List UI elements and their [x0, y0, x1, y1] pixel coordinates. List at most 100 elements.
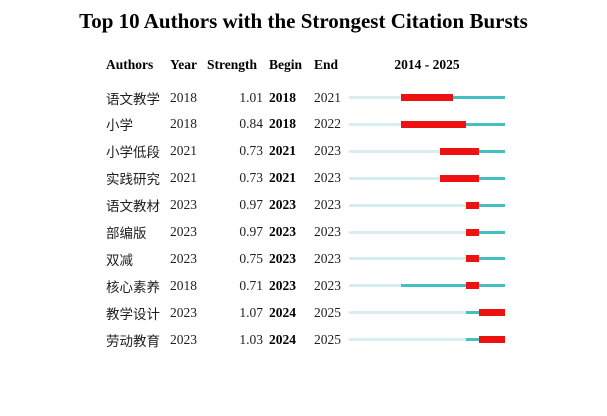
pre-period-segment [349, 96, 401, 99]
burst-strength: 0.97 [239, 197, 263, 213]
pre-period-segment [349, 230, 466, 234]
burst-period-segment [440, 147, 479, 155]
burst-period-segment [466, 282, 479, 290]
pre-period-segment [349, 176, 440, 180]
burst-begin-year: 2021 [269, 170, 296, 186]
column-header-authors: Authors [106, 57, 154, 72]
burst-period-segment [440, 174, 479, 182]
timeline-bar [349, 201, 505, 210]
burst-end-year: 2023 [314, 224, 341, 239]
burst-strength: 1.03 [239, 331, 263, 347]
first-appearance-year: 2023 [170, 224, 197, 239]
burst-strength: 0.73 [239, 143, 263, 159]
timeline-bar [349, 120, 505, 129]
active-period-segment [466, 338, 479, 342]
pre-period-segment [349, 284, 401, 288]
pre-period-segment [349, 149, 440, 153]
author-name: 部编版 [106, 226, 147, 241]
burst-end-year: 2023 [314, 250, 341, 266]
burst-begin-year: 2018 [269, 116, 296, 132]
burst-begin-year: 2023 [269, 197, 296, 213]
author-name: 小学低段 [106, 145, 160, 161]
burst-begin-year: 2018 [269, 89, 296, 105]
timeline-bar [349, 93, 505, 102]
pre-period-segment [349, 122, 401, 126]
burst-row: 小学低段 2021 0.73 2021 2023 [0, 138, 607, 165]
burst-strength: 0.84 [239, 116, 263, 132]
burst-row: 语文教学 2018 1.01 2018 2021 [0, 84, 607, 111]
burst-period-segment [466, 255, 479, 263]
burst-end-year: 2023 [314, 170, 341, 186]
burst-end-year: 2021 [314, 89, 341, 105]
burst-period-segment [401, 94, 453, 101]
burst-period-segment [401, 120, 466, 128]
burst-end-year: 2025 [314, 304, 341, 320]
burst-end-year: 2025 [314, 331, 341, 347]
first-appearance-year: 2018 [170, 116, 197, 132]
timeline-bar [349, 308, 505, 317]
author-name: 语文教学 [106, 91, 160, 107]
burst-begin-year: 2021 [269, 143, 296, 159]
active-period-segment [479, 257, 505, 261]
pre-period-segment [349, 311, 466, 315]
chart-title: Top 10 Authors with the Strongest Citati… [79, 9, 528, 33]
burst-begin-year: 2023 [269, 224, 296, 239]
burst-strength: 0.97 [239, 224, 263, 239]
author-name: 双减 [106, 252, 133, 268]
author-name: 小学 [106, 118, 133, 134]
burst-end-year: 2023 [314, 277, 341, 293]
burst-strength: 0.71 [239, 277, 263, 293]
first-appearance-year: 2018 [170, 277, 197, 293]
timeline-bar [349, 147, 505, 156]
column-header-begin: Begin [269, 57, 303, 72]
burst-strength: 0.75 [239, 250, 263, 266]
first-appearance-year: 2021 [170, 170, 197, 186]
active-period-segment [466, 311, 479, 315]
first-appearance-year: 2023 [170, 250, 197, 266]
burst-period-segment [479, 309, 505, 317]
burst-end-year: 2022 [314, 116, 341, 132]
timeline-bar [349, 254, 505, 263]
first-appearance-year: 2023 [170, 304, 197, 320]
burst-strength: 1.01 [239, 89, 263, 105]
burst-begin-year: 2024 [269, 304, 296, 320]
column-header-strength: Strength [207, 57, 258, 72]
burst-row: 双减 2023 0.75 2023 2023 [0, 245, 607, 272]
burst-period-segment [466, 201, 479, 209]
burst-row: 部编版 2023 0.97 2023 2023 [0, 219, 607, 246]
burst-begin-year: 2023 [269, 250, 296, 266]
column-header-timeline-range: 2014 - 2025 [394, 57, 460, 72]
active-period-segment [479, 230, 505, 234]
first-appearance-year: 2023 [170, 197, 197, 213]
burst-strength: 0.73 [239, 170, 263, 186]
burst-begin-year: 2023 [269, 277, 296, 293]
first-appearance-year: 2021 [170, 143, 197, 159]
burst-row: 教学设计 2023 1.07 2024 2025 [0, 299, 607, 326]
pre-period-segment [349, 203, 466, 207]
author-name: 语文教材 [106, 199, 160, 215]
active-period-segment [479, 284, 505, 288]
pre-period-segment [349, 257, 466, 261]
burst-period-segment [466, 228, 479, 236]
burst-period-segment [479, 336, 505, 344]
first-appearance-year: 2023 [170, 331, 197, 347]
column-header-end: End [314, 57, 339, 72]
active-period-segment [453, 96, 505, 99]
burst-row: 实践研究 2021 0.73 2021 2023 [0, 165, 607, 192]
burst-row: 核心素养 2018 0.71 2023 2023 [0, 272, 607, 299]
author-name: 教学设计 [106, 306, 160, 322]
timeline-bar [349, 335, 505, 344]
active-period-segment [401, 284, 466, 288]
active-period-segment [479, 176, 505, 180]
burst-end-year: 2023 [314, 197, 341, 213]
burst-begin-year: 2024 [269, 331, 296, 347]
burst-row: 小学 2018 0.84 2018 2022 [0, 111, 607, 138]
first-appearance-year: 2018 [170, 89, 197, 105]
author-name: 实践研究 [106, 172, 160, 188]
timeline-bar [349, 228, 505, 237]
author-name: 核心素养 [106, 279, 160, 295]
burst-row: 语文教材 2023 0.97 2023 2023 [0, 192, 607, 219]
active-period-segment [479, 149, 505, 153]
author-name: 劳动教育 [106, 333, 160, 349]
